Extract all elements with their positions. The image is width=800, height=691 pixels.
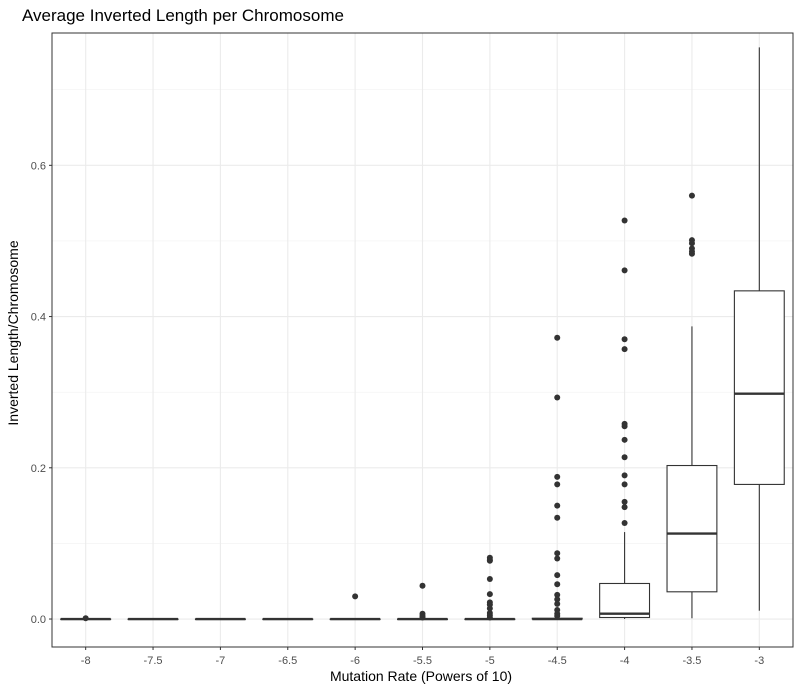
outlier-point [419, 614, 426, 621]
outlier-point [688, 192, 695, 199]
outlier-point [621, 454, 628, 461]
outlier-point [621, 336, 628, 343]
outlier-point [554, 550, 561, 557]
box-group [531, 334, 583, 621]
box-group [733, 47, 785, 611]
outlier-point [486, 591, 493, 598]
outlier-point [621, 217, 628, 224]
outlier-point [486, 575, 493, 582]
box [733, 290, 785, 485]
box-group [60, 615, 112, 622]
y-axis: 0.0 0.2 0.4 0.6 [31, 160, 52, 626]
outlier-point [554, 502, 561, 509]
x-axis: -8 -7.5 -7 -6.5 -6 -5.5 -5 -4.5 -4 -3.5 -3 [81, 647, 764, 667]
box-group [262, 617, 314, 621]
x-tick-label: -7 [216, 655, 226, 667]
outlier-point [486, 614, 493, 621]
box [666, 464, 718, 593]
outlier-point [554, 555, 561, 562]
box-group [397, 582, 448, 621]
outlier-point [554, 481, 561, 488]
outlier-point [352, 593, 359, 600]
x-tick-label: -6.5 [278, 655, 297, 667]
outlier-point [621, 472, 628, 479]
outlier-point [621, 481, 628, 488]
outlier-point [621, 346, 628, 353]
outlier-point [486, 605, 493, 612]
box-group [194, 617, 246, 621]
outlier-point [554, 394, 561, 401]
y-tick-label: 0.4 [31, 312, 46, 324]
outlier-point [621, 504, 628, 511]
outlier-point [419, 582, 426, 589]
outlier-point [554, 600, 561, 607]
box-group [666, 192, 718, 619]
x-tick-label: -3 [754, 655, 764, 667]
outlier-point [621, 267, 628, 274]
outlier-point [554, 572, 561, 579]
outlier-point [82, 615, 89, 622]
box-group [329, 593, 381, 621]
outlier-point [486, 557, 493, 564]
outlier-point [554, 581, 561, 588]
x-tick-label: -3.5 [682, 655, 701, 667]
outlier-point [621, 436, 628, 443]
x-tick-label: -5.5 [413, 655, 432, 667]
x-axis-title: Mutation Rate (Powers of 10) [330, 668, 512, 684]
y-axis-title: Inverted Length/Chromosome [5, 240, 21, 425]
outlier-point [554, 612, 561, 619]
box [599, 582, 651, 619]
box-group [464, 554, 516, 621]
x-tick-label: -6 [350, 655, 360, 667]
outlier-point [554, 473, 561, 480]
outlier-point [621, 498, 628, 505]
outlier-point [688, 240, 695, 247]
outlier-point [554, 514, 561, 521]
y-tick-label: 0.6 [31, 160, 46, 172]
y-tick-label: 0.0 [31, 614, 46, 626]
outlier-point [554, 591, 561, 598]
outlier-point [688, 250, 695, 257]
box-group [599, 217, 651, 620]
x-tick-label: -8 [81, 655, 91, 667]
x-tick-label: -4.5 [548, 655, 567, 667]
x-tick-label: -4 [620, 655, 630, 667]
x-tick-label: -5 [485, 655, 495, 667]
boxes [60, 47, 785, 622]
chart-title: Average Inverted Length per Chromosome [22, 6, 344, 25]
box-group [127, 617, 179, 621]
outlier-point [621, 423, 628, 430]
outlier-point [554, 596, 561, 603]
x-tick-label: -7.5 [144, 655, 163, 667]
outlier-point [621, 519, 628, 526]
outlier-point [554, 334, 561, 341]
y-tick-label: 0.2 [31, 463, 46, 475]
